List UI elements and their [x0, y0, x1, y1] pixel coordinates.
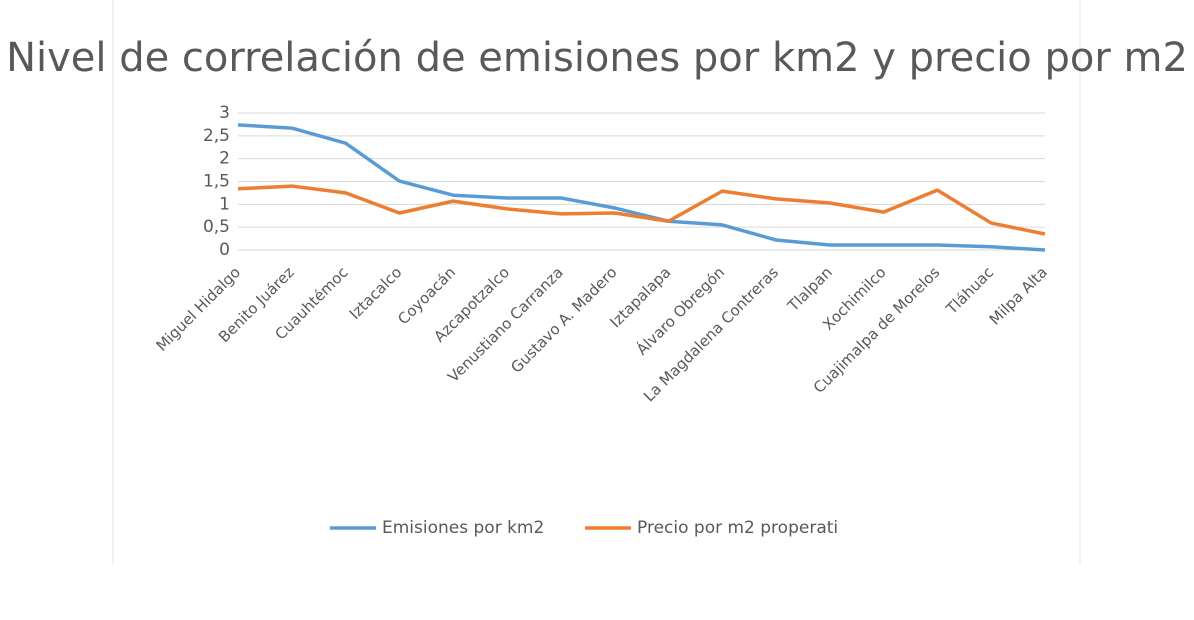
- y-tick-label: 0: [219, 240, 230, 260]
- y-tick-label: 2: [219, 149, 230, 169]
- x-tick-label: Álvaro Obregón: [632, 263, 728, 359]
- y-tick-label: 2,5: [203, 126, 230, 146]
- legend-label: Emisiones por km2: [382, 518, 544, 538]
- series-line: [237, 184, 1046, 236]
- x-tick-label: Tlalpan: [784, 263, 836, 315]
- y-tick-label: 1,5: [203, 172, 230, 192]
- x-tick-label: Milpa Alta: [986, 263, 1051, 328]
- legend-label: Precio por m2 properati: [637, 518, 838, 538]
- y-tick-label: 1: [219, 194, 230, 214]
- y-tick-label: 3: [219, 103, 230, 123]
- x-tick-label: Gustavo A. Madero: [507, 263, 620, 376]
- chart-title: Nivel de correlación de emisiones por km…: [6, 35, 1188, 81]
- y-tick-label: 0,5: [203, 217, 230, 237]
- x-tick-label: Tláhuac: [942, 263, 997, 318]
- series-line: [237, 123, 1046, 252]
